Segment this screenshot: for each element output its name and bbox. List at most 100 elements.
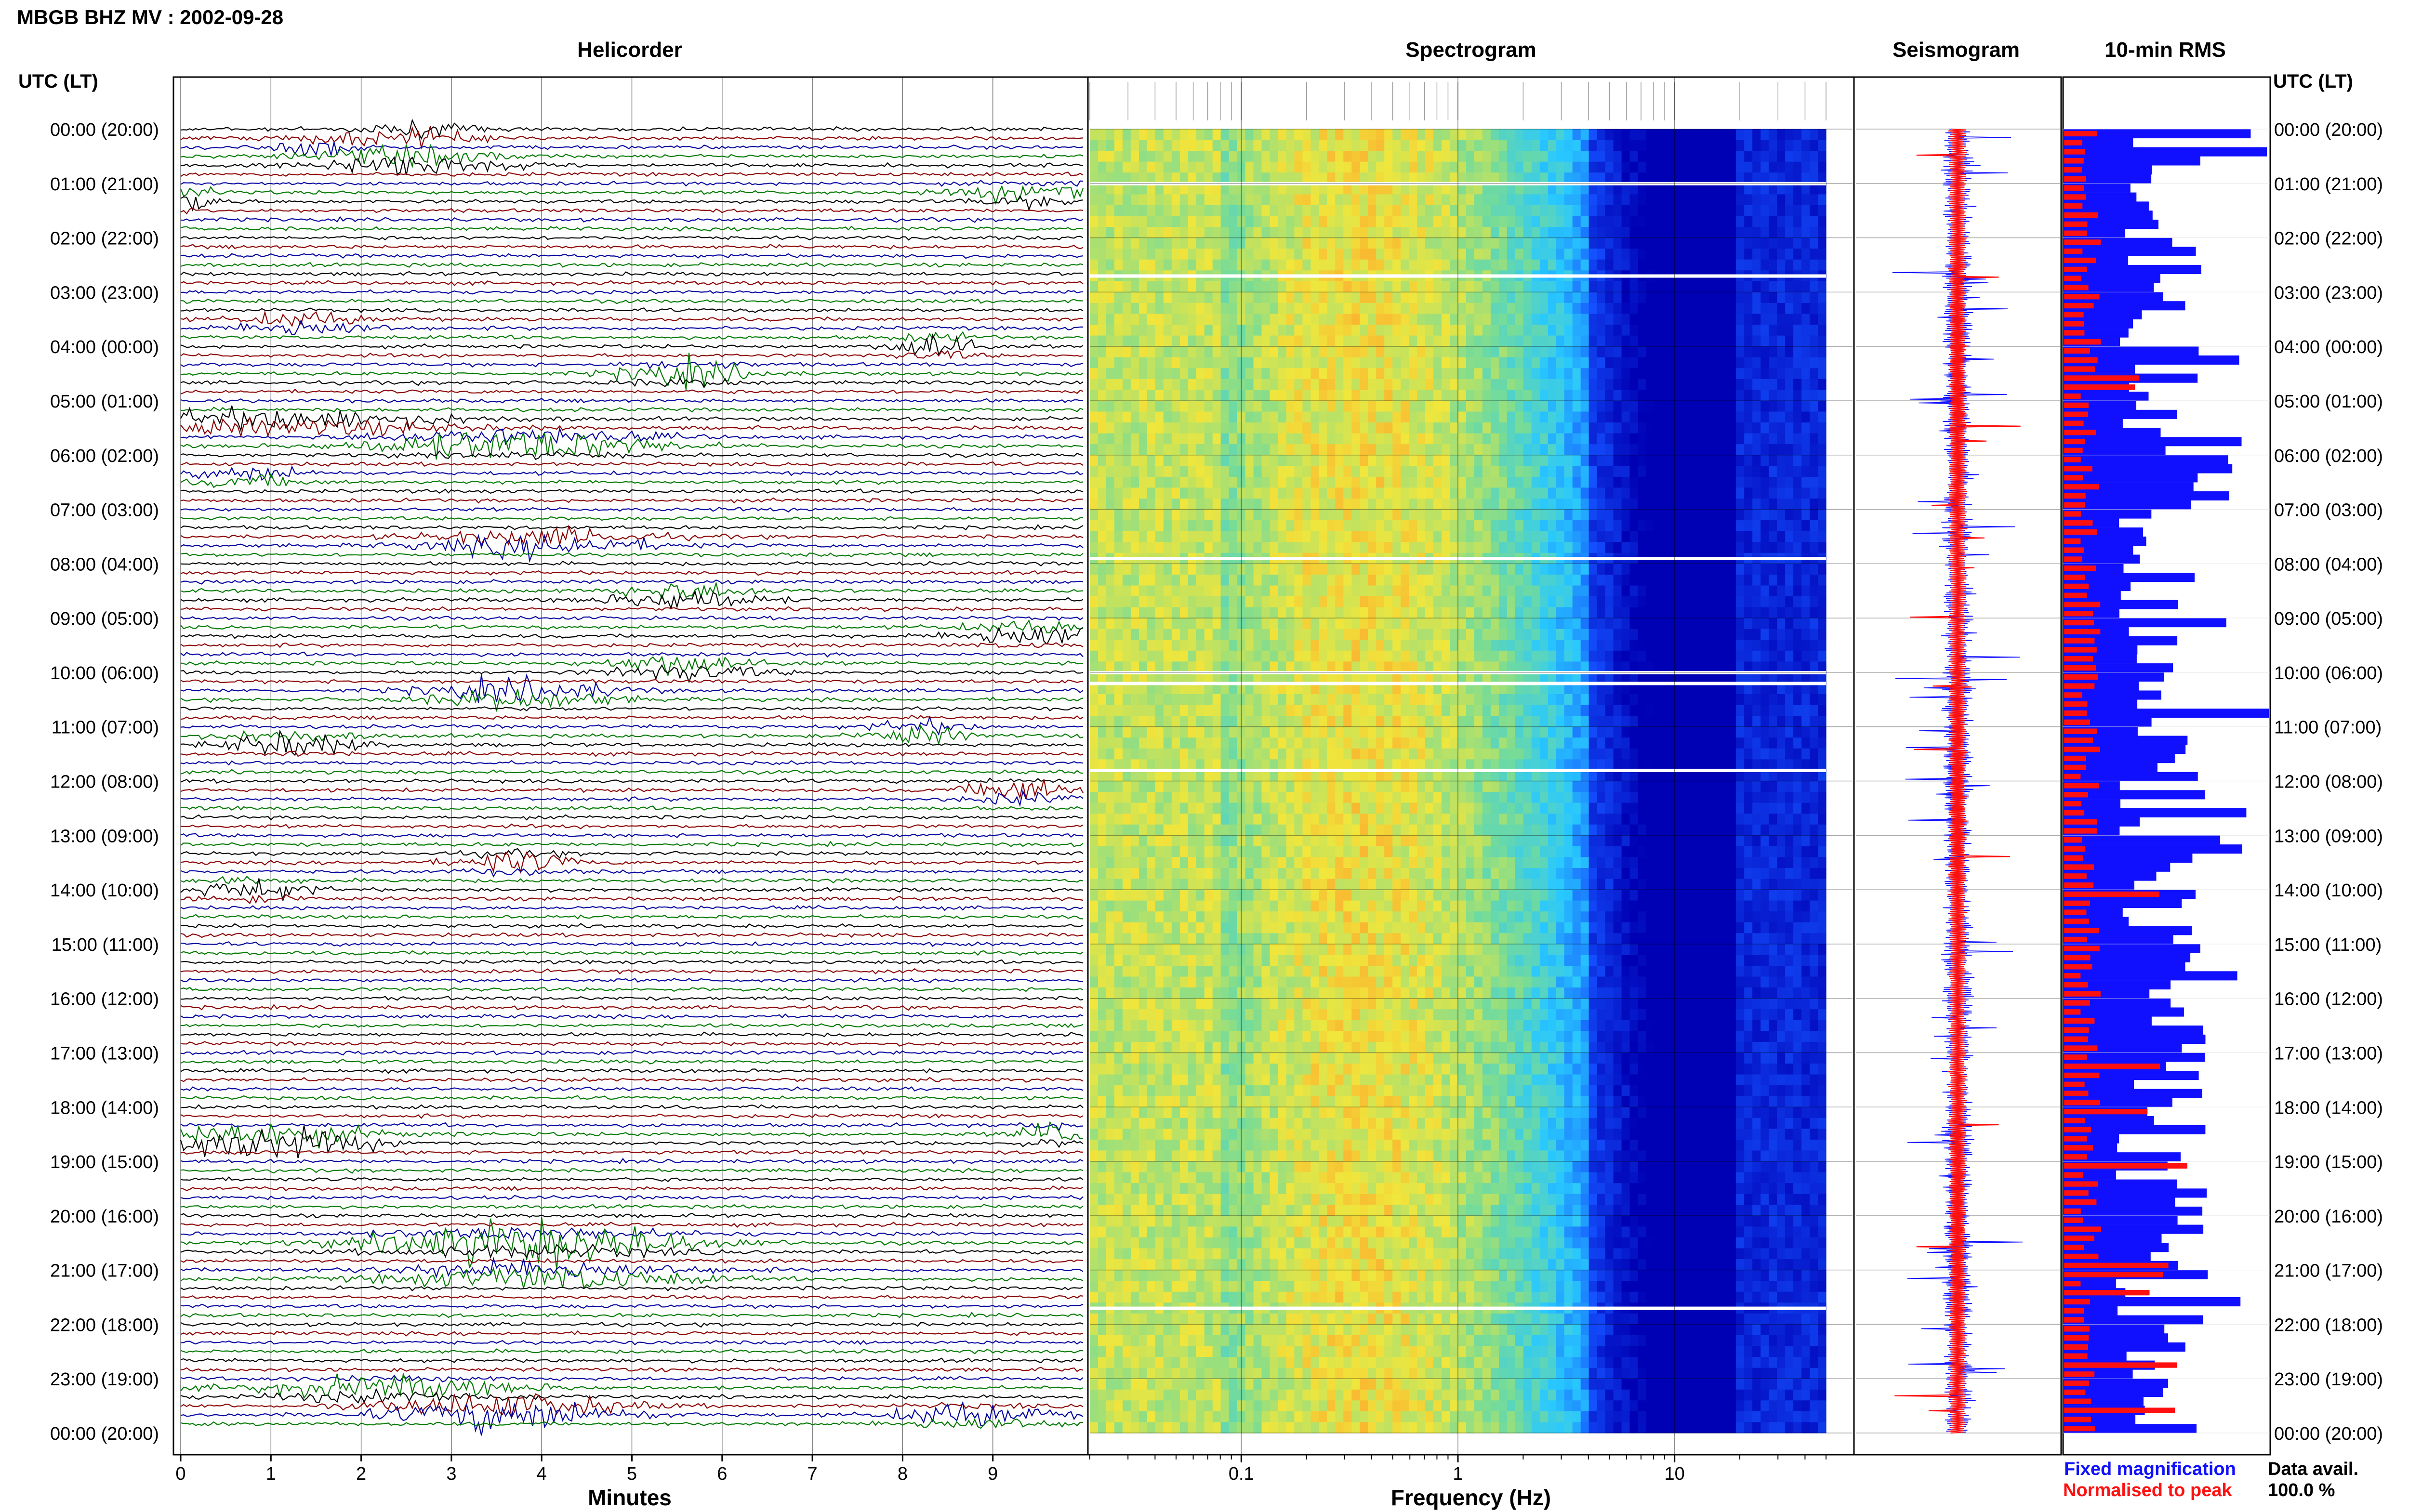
spectrogram-cell (1114, 444, 1123, 456)
spectrogram-cell (1376, 205, 1385, 216)
spectrogram-cell (1736, 672, 1745, 684)
spectrogram-cell (1327, 281, 1336, 292)
spectrogram-cell (1204, 618, 1213, 630)
spectrogram-cell (1343, 444, 1352, 456)
spectrogram-cell (1098, 422, 1107, 434)
spectrogram-cell (1179, 422, 1189, 434)
spectrogram-cell (1597, 444, 1606, 456)
spectrogram-cell (1474, 302, 1483, 314)
spectrogram-cell (1548, 520, 1557, 532)
spectrogram-cell (1098, 314, 1107, 325)
spectrogram-cell (1368, 379, 1377, 390)
spectrogram-cell (1744, 476, 1753, 488)
spectrogram-cell (1237, 564, 1246, 575)
spectrogram-cell (1196, 259, 1205, 271)
helicorder-trace (180, 253, 1084, 259)
time-label: 00:00 (20:00) (50, 120, 159, 140)
spectrogram-cell (1409, 161, 1417, 173)
spectrogram-cell (1548, 422, 1557, 434)
spectrogram-cell (1147, 596, 1156, 608)
spectrogram-cell (1196, 661, 1205, 673)
spectrogram-cell (1760, 335, 1769, 347)
spectrogram-cell (1498, 205, 1508, 216)
spectrogram-cell (1188, 401, 1197, 412)
spectrogram-cell (1253, 433, 1262, 445)
spectrogram-cell (1261, 302, 1271, 314)
spectrogram-cell (1351, 411, 1360, 423)
spectrogram-cell (1270, 564, 1279, 575)
spectrogram-cell (1736, 249, 1745, 260)
spectrogram-cell (1638, 650, 1647, 662)
spectrogram-cell (1482, 216, 1491, 227)
spectrogram-cell (1728, 390, 1736, 401)
spectrogram-cell (1588, 444, 1598, 456)
spectrogram-cell (1588, 422, 1598, 434)
spectrogram-cell (1384, 259, 1393, 271)
spectrogram-cell (1736, 335, 1745, 347)
spectrogram-cell (1474, 314, 1483, 325)
spectrogram-cell (1327, 129, 1336, 141)
spectrogram-cell (1818, 618, 1827, 630)
helicorder-trace (180, 823, 1084, 829)
spectrogram-cell (1621, 237, 1630, 249)
spectrogram-cell (1785, 596, 1794, 608)
spectrogram-cell (1687, 390, 1695, 401)
spectrogram-cell (1523, 411, 1532, 423)
spectrogram-cell (1474, 422, 1483, 434)
spectrogram-cell (1442, 216, 1450, 227)
spectrogram-cell (1498, 629, 1508, 640)
spectrogram-cell (1409, 629, 1417, 640)
spectrogram-cell (1335, 140, 1344, 151)
spectrogram-cell (1163, 205, 1172, 216)
helicorder-trace (180, 1258, 1084, 1264)
spectrogram-cell (1098, 368, 1107, 380)
spectrogram-cell (1629, 161, 1639, 173)
spectrogram-cell (1572, 520, 1581, 532)
helicorder-tick-label: 7 (807, 1464, 818, 1484)
spectrogram-cell (1401, 531, 1409, 542)
spectrogram-cell (1392, 205, 1401, 216)
spectrogram-cell (1720, 216, 1728, 227)
spectrogram-cell (1278, 542, 1287, 553)
spectrogram-cell (1171, 302, 1180, 314)
spectrogram-cell (1621, 509, 1630, 521)
helicorder-trace (180, 1400, 1084, 1436)
spectrogram-cell (1490, 346, 1499, 358)
spectrogram-cell (1196, 205, 1205, 216)
spectrogram-cell (1572, 683, 1581, 695)
helicorder-trace (180, 461, 1084, 467)
spectrogram-cell (1179, 564, 1189, 575)
spectrogram-cell (1777, 466, 1786, 477)
spectrogram-cell (1711, 476, 1720, 488)
helicorder-trace (180, 1113, 1084, 1119)
spectrogram-cell (1188, 607, 1197, 618)
spectrogram-cell (1498, 237, 1508, 249)
spectrogram-cell (1433, 444, 1442, 456)
helicorder-trace (180, 673, 1084, 703)
spectrogram-cell (1130, 411, 1139, 423)
spectrogram-cell (1793, 357, 1802, 368)
spectrogram-cell (1580, 259, 1589, 271)
spectrogram-cell (1720, 205, 1728, 216)
spectrogram-cell (1229, 346, 1238, 358)
spectrogram-cell (1474, 227, 1483, 238)
spectrogram-cell (1810, 629, 1818, 640)
spectrogram-cell (1261, 172, 1271, 184)
spectrogram-cell (1662, 335, 1671, 347)
spectrogram-cell (1646, 661, 1655, 673)
spectrogram-cell (1351, 661, 1360, 673)
spectrogram-cell (1327, 390, 1336, 401)
spectrogram-cell (1253, 618, 1262, 630)
spectrogram-cell (1769, 205, 1777, 216)
spectrogram-cell (1433, 237, 1442, 249)
spectrogram-cell (1286, 205, 1295, 216)
spectrogram-cell (1490, 629, 1499, 640)
spectrogram-cell (1302, 422, 1311, 434)
spectrogram-cell (1302, 509, 1311, 521)
spectrogram-cell (1793, 466, 1802, 477)
spectrogram-cell (1171, 466, 1180, 477)
spectrogram-cell (1769, 302, 1777, 314)
spectrogram-cell (1531, 335, 1540, 347)
spectrogram-cell (1556, 433, 1565, 445)
spectrogram-cell (1155, 325, 1164, 336)
